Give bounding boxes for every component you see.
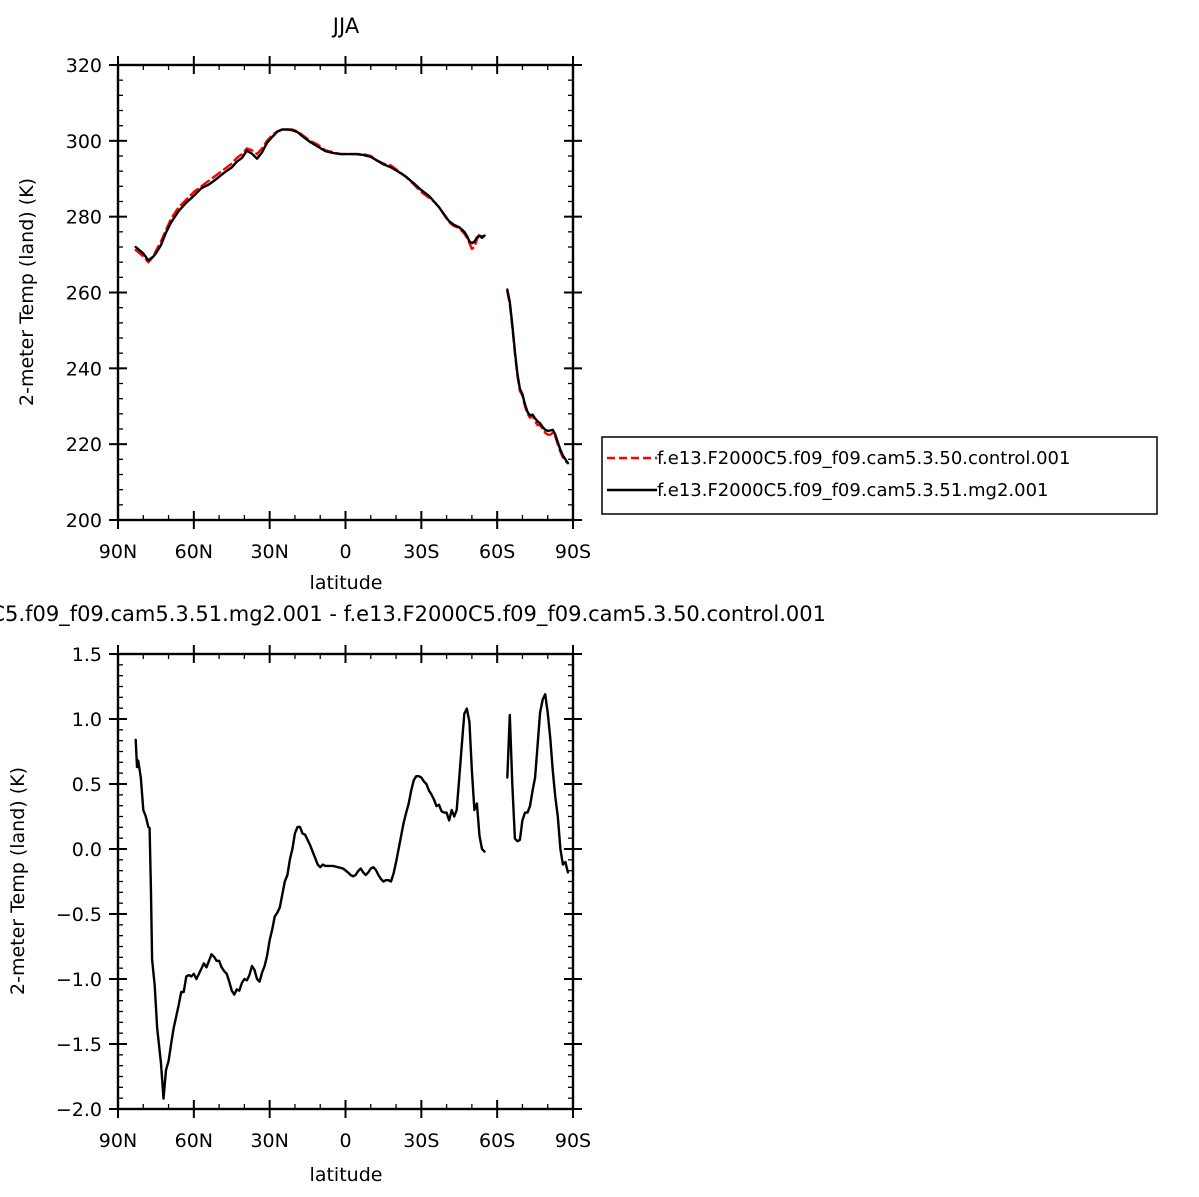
- legend: f.e13.F2000C5.f09_f09.cam5.3.50.control.…: [601, 436, 1158, 515]
- y-tick-label: 320: [66, 55, 102, 77]
- y-tick-label: 220: [66, 434, 102, 456]
- y-tick-label: 300: [66, 131, 102, 153]
- series-line-1-segment-1: [506, 288, 570, 465]
- y-tick-label: 1.0: [72, 709, 102, 731]
- difference-title: f.e13.F2000C5.f09_f09.cam5.3.51.mg2.001 …: [0, 602, 826, 627]
- difference-panel: f.e13.F2000C5.f09_f09.cam5.3.51.mg2.001 …: [0, 602, 826, 1186]
- series-line-0-segment-1: [506, 290, 570, 465]
- x-tick-label: 90N: [99, 1130, 137, 1152]
- y-tick-label: −0.5: [56, 904, 102, 926]
- legend-box: [601, 436, 1158, 515]
- series-line-0-segment-0: [134, 128, 486, 264]
- x-tick-labels: 90N 60N 30N 0 30S 60S 90S: [99, 1130, 591, 1152]
- y-axis-label: 2-meter Temp (land) (K): [16, 178, 38, 406]
- x-tick-label: 60S: [479, 1130, 515, 1152]
- x-tick-label: 60S: [479, 541, 515, 563]
- plot-frame: [116, 63, 575, 522]
- x-tick-label: 30S: [403, 541, 439, 563]
- x-tick-label: 60N: [175, 1130, 213, 1152]
- x-tick-label: 0: [339, 541, 351, 563]
- x-tick-label: 90N: [99, 541, 137, 563]
- chart-title: JJA: [331, 14, 360, 38]
- x-tick-label: 90S: [555, 541, 591, 563]
- series-line-0-segment-0: [134, 707, 486, 1100]
- x-tick-label: 0: [339, 1130, 351, 1152]
- y-tick-label: 1.5: [72, 644, 102, 666]
- y-axis-label: 2-meter Temp (land) (K): [7, 767, 29, 995]
- ticks: [109, 56, 582, 529]
- x-axis-label: latitude: [310, 572, 383, 594]
- plot-frame: [116, 652, 575, 1111]
- y-tick-label: 260: [66, 283, 102, 305]
- x-tick-label: 60N: [175, 541, 213, 563]
- y-tick-label: −2.0: [56, 1099, 102, 1121]
- y-tick-labels: 200 220 240 260 280 300 320: [66, 55, 102, 532]
- difference-line: [134, 693, 570, 1100]
- y-tick-label: 0.0: [72, 839, 102, 861]
- y-tick-label: −1.0: [56, 969, 102, 991]
- x-tick-label: 30S: [403, 1130, 439, 1152]
- legend-label-mg2: f.e13.F2000C5.f09_f09.cam5.3.51.mg2.001: [657, 480, 1048, 501]
- x-axis-label: latitude: [310, 1164, 383, 1186]
- series-line-1-segment-0: [134, 128, 486, 262]
- y-tick-labels: −2.0 −1.5 −1.0 −0.5 0.0 0.5 1.0 1.5: [56, 644, 102, 1121]
- y-tick-label: −1.5: [56, 1034, 102, 1056]
- ticks: [109, 645, 582, 1118]
- y-tick-label: 280: [66, 207, 102, 229]
- x-tick-label: 30N: [250, 541, 288, 563]
- temperature-panel: JJA 200 220 240 260 280 300 320 90N 60N 30N 0 30S 6…: [16, 14, 591, 594]
- x-tick-label: 30N: [250, 1130, 288, 1152]
- y-tick-label: 0.5: [72, 774, 102, 796]
- x-tick-labels: 90N 60N 30N 0 30S 60S 90S: [99, 541, 591, 563]
- y-tick-label: 240: [66, 358, 102, 380]
- series-line-0-segment-1: [506, 693, 570, 874]
- y-tick-label: 200: [66, 510, 102, 532]
- legend-label-control: f.e13.F2000C5.f09_f09.cam5.3.50.control.…: [657, 448, 1070, 469]
- x-tick-label: 90S: [555, 1130, 591, 1152]
- series-lines: [134, 128, 570, 465]
